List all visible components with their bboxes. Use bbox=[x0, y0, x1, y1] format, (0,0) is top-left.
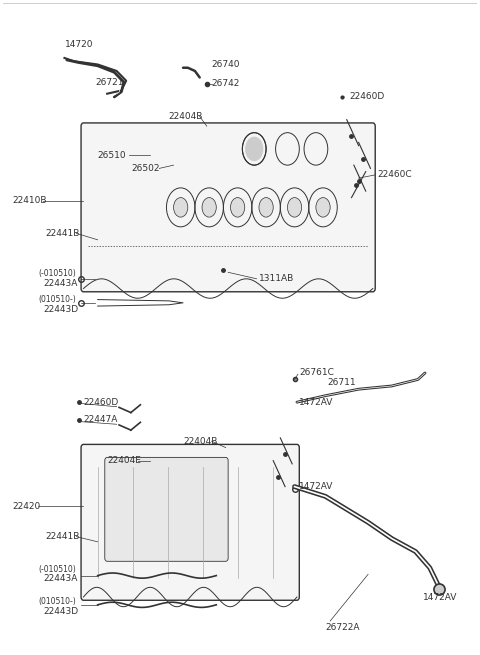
Text: 22404E: 22404E bbox=[107, 456, 141, 465]
Text: 26510: 26510 bbox=[97, 151, 126, 160]
Text: 22404B: 22404B bbox=[169, 112, 203, 121]
Text: 26722A: 26722A bbox=[325, 623, 360, 632]
Text: 1472AV: 1472AV bbox=[300, 482, 334, 491]
Text: 1472AV: 1472AV bbox=[300, 398, 334, 407]
Text: 22443D: 22443D bbox=[43, 607, 78, 616]
Circle shape bbox=[230, 198, 245, 217]
Text: 22443A: 22443A bbox=[43, 279, 77, 288]
Text: (-010510): (-010510) bbox=[38, 565, 76, 574]
Text: 26502: 26502 bbox=[131, 164, 159, 173]
Text: 22441B: 22441B bbox=[46, 229, 80, 238]
Text: 14720: 14720 bbox=[64, 41, 93, 50]
Circle shape bbox=[316, 198, 330, 217]
Text: (010510-): (010510-) bbox=[38, 295, 76, 304]
Text: 22404B: 22404B bbox=[183, 437, 217, 445]
Text: (010510-): (010510-) bbox=[38, 597, 76, 606]
Circle shape bbox=[174, 198, 188, 217]
Text: 26761C: 26761C bbox=[300, 369, 334, 377]
Text: 22460D: 22460D bbox=[84, 398, 119, 407]
Circle shape bbox=[202, 198, 216, 217]
Text: 22447A: 22447A bbox=[84, 415, 118, 424]
Text: 26711: 26711 bbox=[328, 378, 356, 387]
Circle shape bbox=[259, 198, 273, 217]
Text: 22460D: 22460D bbox=[349, 92, 384, 102]
Circle shape bbox=[288, 198, 301, 217]
Text: 22441B: 22441B bbox=[46, 532, 80, 541]
Text: 1472AV: 1472AV bbox=[423, 593, 457, 601]
Text: (-010510): (-010510) bbox=[38, 269, 76, 278]
Text: 26742: 26742 bbox=[212, 79, 240, 88]
Circle shape bbox=[246, 137, 263, 160]
Text: 22443D: 22443D bbox=[43, 305, 78, 314]
Text: 22460C: 22460C bbox=[378, 170, 412, 179]
Text: 26721: 26721 bbox=[96, 78, 124, 87]
FancyBboxPatch shape bbox=[81, 123, 375, 291]
Text: 1311AB: 1311AB bbox=[259, 274, 294, 284]
Text: 26740: 26740 bbox=[212, 60, 240, 69]
Text: 22410B: 22410B bbox=[12, 196, 47, 206]
Text: 22443A: 22443A bbox=[43, 574, 77, 584]
FancyBboxPatch shape bbox=[81, 444, 300, 600]
Text: 22420: 22420 bbox=[12, 502, 40, 511]
FancyBboxPatch shape bbox=[105, 457, 228, 561]
